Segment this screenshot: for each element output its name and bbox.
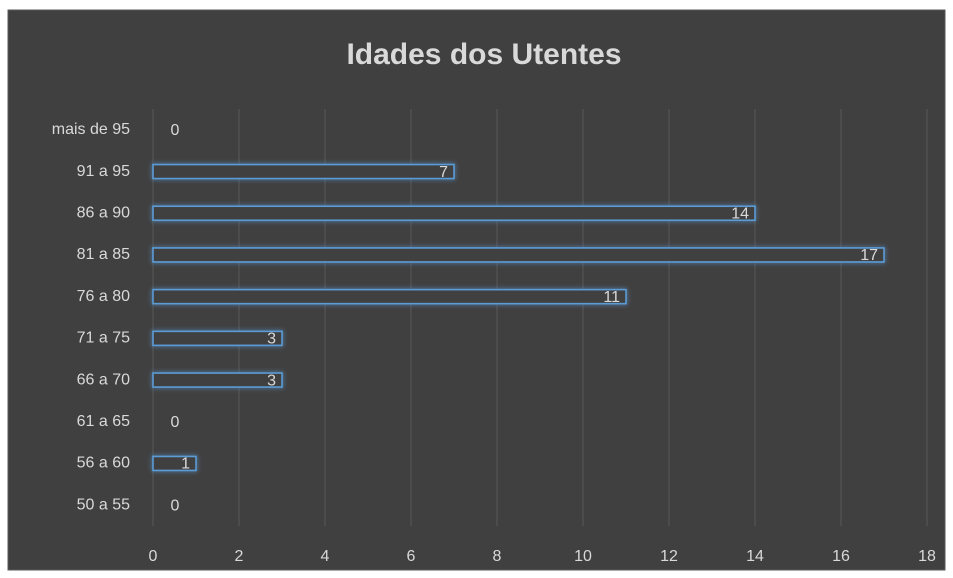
y-tick-label: 56 a 60 — [77, 455, 130, 472]
x-tick-label: 18 — [918, 548, 936, 565]
y-tick-label: 81 a 85 — [77, 246, 130, 263]
data-label: 14 — [731, 205, 749, 222]
y-tick-label: 76 a 80 — [77, 288, 130, 305]
y-tick-label: 86 a 90 — [77, 204, 130, 221]
data-label: 3 — [267, 331, 276, 348]
x-tick-label: 6 — [407, 548, 416, 565]
data-label: 11 — [603, 289, 620, 306]
y-tick-label: 71 a 75 — [77, 330, 130, 347]
bar — [152, 455, 197, 472]
y-tick-label: mais de 95 — [52, 121, 130, 138]
x-tick-label: 0 — [149, 548, 158, 565]
y-tick-label: 61 a 65 — [77, 413, 130, 430]
bar — [152, 372, 283, 388]
data-label: 7 — [439, 164, 448, 181]
x-tick-label: 8 — [493, 548, 502, 565]
data-label: 1 — [181, 456, 190, 473]
data-label: 0 — [171, 414, 180, 431]
bar — [152, 205, 756, 222]
data-label: 3 — [267, 372, 276, 389]
x-tick-label: 14 — [746, 548, 764, 565]
y-tick-label: 66 a 70 — [77, 371, 130, 388]
data-label: 17 — [860, 247, 878, 264]
x-tick-label: 2 — [235, 548, 244, 565]
bar — [152, 330, 283, 347]
x-tick-label: 16 — [832, 548, 850, 565]
data-label: 0 — [171, 122, 180, 139]
plot: 0 1 0 3 3 11 17 14 7 0 — [152, 122, 885, 514]
x-tick-label: 4 — [321, 548, 330, 565]
data-label: 0 — [171, 497, 180, 514]
y-tick-label: 50 a 55 — [77, 496, 130, 513]
x-tick-label: 12 — [660, 548, 678, 565]
bar — [152, 247, 885, 263]
bar — [152, 288, 627, 305]
y-tick-label: 91 a 95 — [77, 163, 130, 180]
bar — [152, 163, 455, 180]
chart-title: Idades dos Utentes — [346, 38, 621, 71]
x-tick-label: 10 — [574, 548, 592, 565]
